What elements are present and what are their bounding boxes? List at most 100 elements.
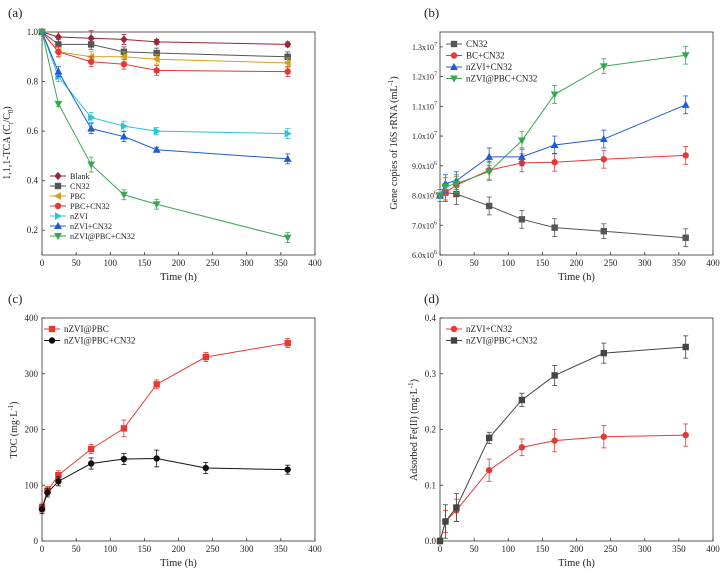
data-point — [681, 100, 690, 108]
x-tick-label: 100 — [104, 258, 118, 268]
data-point — [283, 154, 292, 162]
series-nzvi-pbc-cn32 — [38, 29, 292, 244]
data-point — [284, 53, 291, 60]
x-axis: 0 50 100 150 200 250 300 350 400 — [438, 538, 720, 554]
data-point — [518, 396, 526, 404]
x-axis-label: Time (h) — [160, 558, 197, 569]
data-point — [54, 100, 63, 108]
data-point — [87, 41, 95, 48]
data-point — [452, 180, 461, 188]
x-tick-label: 350 — [274, 258, 288, 268]
data-point — [152, 145, 161, 153]
x-tick-label: 150 — [536, 544, 550, 554]
legend-entry: PBC — [70, 192, 86, 201]
y-tick-label: 0.6 — [27, 126, 39, 136]
data-point — [55, 472, 62, 479]
x-tick-label: 200 — [570, 544, 584, 554]
x-tick-label: 150 — [138, 258, 152, 268]
x-axis-label: Time (h) — [558, 558, 595, 569]
series-pbc-cn32 — [38, 28, 291, 77]
legend-entry: nZVI+CN32 — [466, 62, 512, 72]
data-point — [119, 52, 127, 61]
x-tick-label: 50 — [72, 258, 82, 268]
data-point — [453, 504, 460, 511]
data-point — [153, 67, 160, 74]
y-tick-label: 0.0 — [425, 536, 437, 546]
data-point — [87, 161, 96, 169]
series-line — [439, 192, 686, 239]
data-point — [38, 29, 46, 37]
x-tick-label: 350 — [672, 544, 686, 554]
legend-marker — [55, 212, 63, 220]
panel-b: (b) 0 50 100 150 200 250 300 350 400 Time (h) 6.0x1… — [387, 5, 720, 283]
y-axis-label: Gene copies of 16S rRNA (mL-1) — [387, 76, 400, 209]
data-point — [54, 32, 62, 42]
y-tick-label: 200 — [25, 425, 39, 435]
data-point — [518, 137, 526, 145]
data-point — [283, 59, 291, 67]
x-tick-label: 400 — [308, 258, 322, 268]
legend-marker — [450, 40, 458, 48]
x-tick-label: 400 — [706, 258, 720, 268]
series-line — [41, 31, 288, 160]
series-line — [439, 346, 686, 542]
legend: nZVI+CN32 nZVI@PBC+CN32 — [446, 324, 537, 346]
series-nzvi-pbc-cn32 — [436, 45, 690, 202]
data-point — [600, 349, 607, 357]
data-point — [38, 506, 46, 513]
y-tick-label: 0.2 — [27, 225, 38, 235]
y-tick-label: 7.0x106 — [412, 220, 437, 230]
y-axis: 0 100 200 300 400 — [25, 313, 45, 546]
data-point — [55, 48, 62, 56]
data-point — [441, 183, 450, 191]
data-point — [87, 445, 95, 453]
data-point — [284, 339, 291, 347]
x-tick-label: 50 — [72, 544, 82, 554]
panel-c: (c) 0 50 100 150 200 250 300 350 400 Time (h) 0 100 2… — [7, 291, 322, 569]
data-point — [442, 518, 449, 525]
legend-entry: nZVI@PBC+CN32 — [64, 336, 135, 346]
x-tick-label: 50 — [470, 258, 480, 268]
data-point — [153, 49, 160, 57]
data-point — [87, 34, 95, 43]
y-axis-label: 1,1,1-TCA (Ct/C0) — [2, 106, 15, 180]
series-line — [41, 31, 288, 135]
data-point — [551, 159, 558, 166]
x-tick-label: 150 — [536, 258, 550, 268]
series-nzvi-cn32 — [38, 27, 292, 165]
series-line — [439, 104, 686, 196]
x-tick-label: 250 — [206, 544, 220, 554]
x-tick-label: 200 — [172, 544, 186, 554]
x-axis: 0 50 100 150 200 250 300 350 400 — [40, 538, 322, 554]
legend-marker — [48, 337, 56, 344]
x-tick-label: 200 — [172, 258, 186, 268]
data-point — [44, 489, 51, 496]
series-line — [439, 434, 686, 542]
series-nzvi-pbc-cn32 — [436, 335, 689, 545]
data-point — [485, 434, 493, 442]
data-point — [152, 55, 160, 64]
legend-marker — [53, 192, 61, 200]
data-point — [87, 460, 95, 467]
data-point — [283, 234, 292, 242]
y-tick-label: 0.1 — [425, 480, 436, 490]
series-nzvi-cn32 — [436, 423, 689, 545]
y-tick-label: 0 — [34, 536, 39, 546]
legend-marker — [54, 182, 62, 190]
series-cn32 — [38, 28, 291, 63]
panel-label: (c) — [8, 291, 22, 306]
data-point — [682, 234, 689, 241]
data-point — [152, 201, 161, 209]
data-point — [120, 122, 128, 131]
series-line — [41, 31, 288, 58]
x-tick-label: 100 — [502, 544, 516, 554]
series-bc-cn32 — [436, 146, 689, 202]
x-tick-label: 0 — [438, 544, 443, 554]
data-point — [518, 444, 526, 451]
x-axis-label: Time (h) — [558, 272, 595, 283]
data-point — [87, 58, 95, 65]
legend: nZVI@PBC nZVI@PBC+CN32 — [44, 324, 135, 346]
x-tick-label: 350 — [274, 544, 288, 554]
data-point — [153, 455, 160, 462]
data-point — [485, 152, 494, 160]
